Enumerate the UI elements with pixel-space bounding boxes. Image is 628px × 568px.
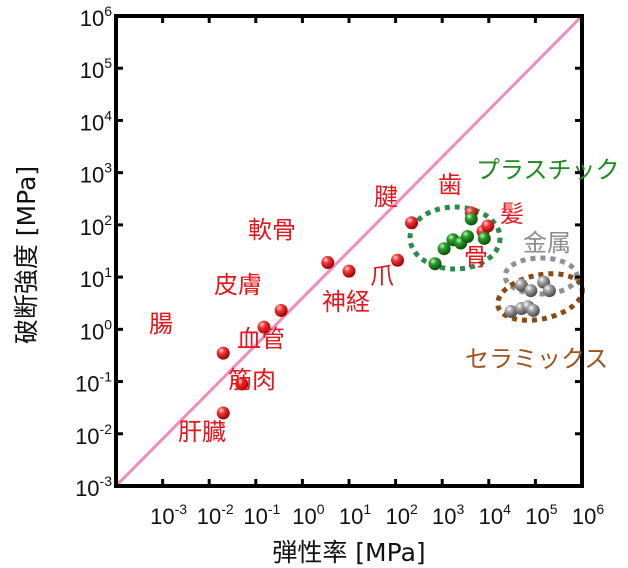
y-axis-label: 破断強度 [MPa] — [12, 166, 41, 344]
biological-point-3 — [257, 320, 271, 334]
biological-point-2 — [216, 406, 230, 420]
label-tooth: 歯 — [438, 171, 462, 199]
x-tick-label-8: 105 — [525, 501, 557, 529]
y-tick-label-6: 103 — [80, 160, 112, 188]
plastic-point-6 — [477, 231, 491, 245]
x-axis-label: 弾性率 [MPa] — [272, 538, 425, 567]
plastic-point-4 — [461, 229, 475, 243]
x-tick-label-4: 101 — [339, 501, 371, 529]
biological-point-8 — [405, 216, 419, 230]
y-tick-label-0: 10-3 — [75, 473, 112, 501]
plastic-group-outline — [407, 204, 503, 272]
label-hair: 髪 — [500, 200, 524, 228]
biological-point-7 — [391, 253, 405, 267]
ceramic-point-3 — [526, 303, 540, 317]
y-tick-label-3: 100 — [80, 316, 112, 344]
label-nerve: 神経 — [322, 288, 370, 316]
y-tick-label-5: 102 — [80, 212, 112, 240]
label-metal: 金属 — [523, 229, 571, 257]
x-tick-label-7: 104 — [479, 501, 511, 529]
metal-point-2 — [524, 284, 538, 298]
plastic-point-5 — [464, 212, 478, 226]
biological-point-0 — [216, 346, 230, 360]
y-tick-label-2: 10-1 — [75, 369, 112, 397]
x-tick-label-1: 10-2 — [197, 501, 234, 529]
label-intestine: 腸 — [149, 310, 173, 338]
label-bone: 骨 — [464, 243, 488, 271]
x-tick-label-0: 10-3 — [150, 501, 187, 529]
label-liver: 肝臓 — [178, 418, 226, 446]
biological-point-11 — [481, 219, 495, 233]
plastic-point-0 — [428, 257, 442, 271]
biological-point-5 — [321, 256, 335, 270]
metal-point-0 — [514, 278, 528, 292]
label-cartilage: 軟骨 — [248, 216, 296, 244]
x-tick-label-2: 10-1 — [243, 501, 280, 529]
y-tick-label-4: 101 — [80, 264, 112, 292]
x-tick-label-3: 100 — [292, 501, 324, 529]
y-tick-label-9: 106 — [80, 3, 112, 31]
ceramic-group-outline — [495, 271, 585, 323]
label-ceramics: セラミックス — [465, 345, 608, 373]
label-tendon: 腱 — [374, 183, 398, 211]
x-tick-label-5: 102 — [385, 501, 417, 529]
ceramic-point-4 — [542, 284, 556, 298]
biological-point-6 — [342, 264, 356, 278]
y-tick-label-8: 105 — [80, 55, 112, 83]
label-nail: 爪 — [370, 262, 394, 290]
reference-line — [116, 16, 582, 486]
plastic-point-1 — [437, 242, 451, 256]
x-tick-label-9: 106 — [572, 501, 604, 529]
biological-point-4 — [274, 303, 288, 317]
label-plastic: プラスチック — [476, 156, 620, 184]
y-tick-label-1: 10-2 — [75, 421, 112, 449]
ceramic-point-0 — [504, 304, 518, 318]
label-blood-vessel: 血管 — [237, 325, 285, 353]
y-tick-label-7: 104 — [80, 107, 112, 135]
x-tick-label-6: 103 — [432, 501, 464, 529]
label-skin: 皮膚 — [214, 271, 262, 299]
biological-point-1 — [235, 377, 249, 391]
label-muscle: 筋肉 — [228, 366, 276, 394]
